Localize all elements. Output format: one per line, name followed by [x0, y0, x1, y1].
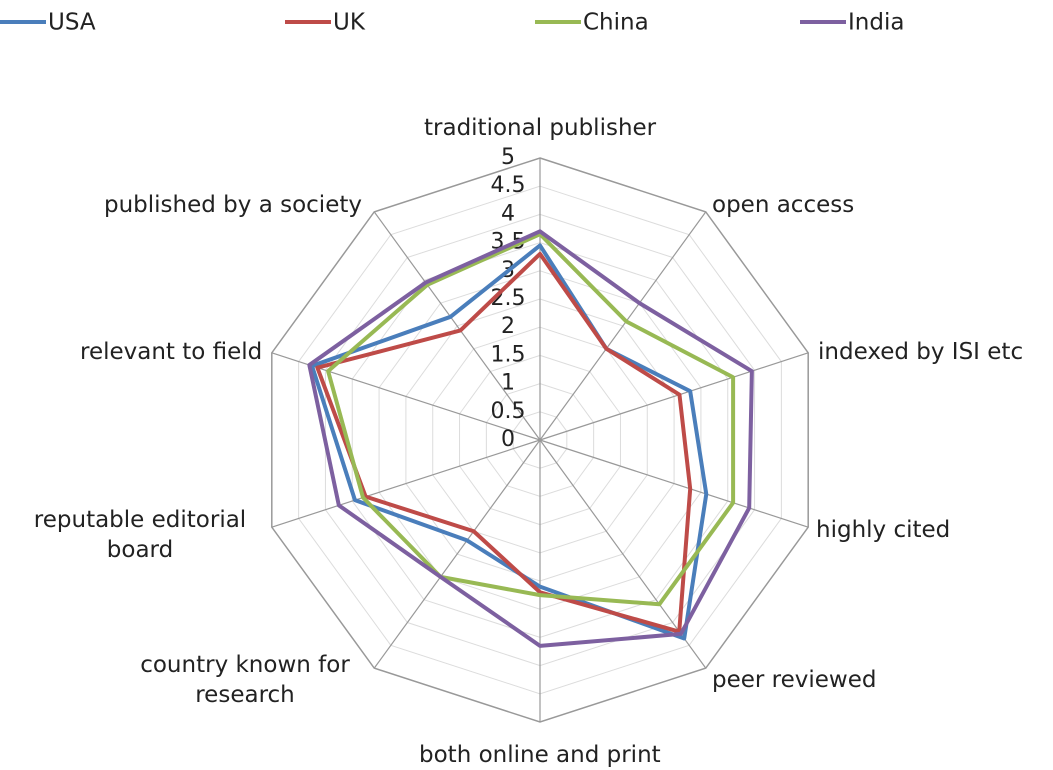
legend-label: India — [848, 10, 904, 36]
spoke — [271, 439, 541, 528]
spoke — [373, 439, 541, 669]
category-label: highly cited — [816, 517, 951, 543]
spoke — [539, 352, 809, 441]
category-label: peer reviewed — [712, 667, 877, 693]
category-label: open access — [712, 192, 855, 218]
series-line — [310, 243, 709, 641]
spoke — [539, 211, 707, 441]
y-tick-label: 5 — [501, 145, 515, 170]
category-label: both online and print — [419, 742, 661, 768]
spoke — [539, 439, 809, 528]
category-label: relevant to field — [80, 339, 263, 365]
y-tick-label: 2 — [501, 314, 515, 339]
series-line — [326, 232, 736, 607]
category-label: reputable editorial board — [33, 507, 247, 563]
legend-label: USA — [48, 10, 96, 36]
legend-label: China — [583, 10, 649, 36]
y-tick-label: 1.5 — [491, 342, 526, 367]
category-label: indexed by ISI etc — [818, 339, 1024, 365]
legend-label: UK — [333, 10, 366, 36]
series-line — [307, 229, 754, 648]
category-label: published by a society — [104, 192, 362, 218]
y-tick-label: 1 — [501, 371, 515, 396]
series-line — [315, 251, 693, 634]
y-tick-label: 4 — [501, 201, 515, 226]
category-label: traditional publisher — [424, 115, 657, 141]
y-tick-label: 4.5 — [491, 173, 526, 198]
category-label: country known for research — [140, 652, 350, 708]
y-tick-label: 0.5 — [491, 399, 526, 424]
spoke — [373, 211, 541, 441]
y-tick-label: 0 — [501, 427, 515, 452]
